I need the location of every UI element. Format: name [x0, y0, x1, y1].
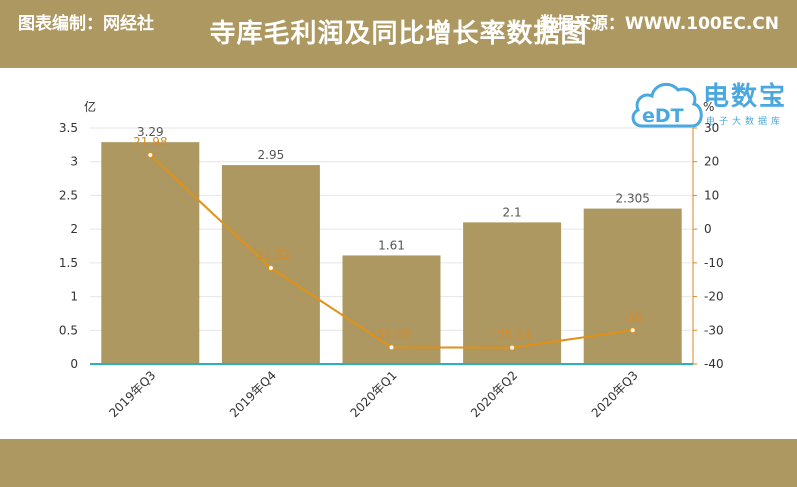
y-tick-label: 0.5 — [59, 323, 78, 337]
bar — [583, 208, 682, 364]
data-labels: 3.29 2.95 1.61 2.1 2.305 21.98 -11.52 -35.08 -35… — [133, 125, 650, 341]
right-unit-label: % — [703, 100, 714, 114]
y-tick-label: 1.5 — [59, 256, 78, 270]
y2-tick-label: 0 — [704, 222, 712, 236]
bar-value-label: 2.1 — [503, 205, 522, 219]
left-unit-label: 亿 — [84, 99, 96, 114]
x-tick-label: 2019年Q3 — [106, 368, 158, 420]
line-point — [147, 152, 154, 159]
y2-tick-label: -30 — [704, 323, 724, 337]
bar-value-label: 3.29 — [137, 125, 164, 139]
bar-value-label: 2.95 — [258, 148, 285, 162]
x-tick-label: 2020年Q2 — [468, 368, 520, 420]
header-bar — [0, 0, 797, 68]
logo: eDT 电数宝 电子大数据库 — [628, 74, 793, 136]
bar-value-label: 1.61 — [378, 238, 405, 252]
y-tick-label: 1 — [70, 290, 78, 304]
line-value-label: -11.52 — [252, 248, 291, 262]
growth-line — [147, 152, 636, 351]
cloud-logo-icon: eDT — [631, 82, 703, 128]
y2-tick-label: -20 — [704, 290, 724, 304]
line-point — [629, 327, 636, 334]
chart-title: 寺库毛利润及同比增长率数据图 — [209, 19, 588, 49]
bar — [221, 165, 320, 364]
x-tick-label: 2020年Q3 — [589, 368, 641, 420]
bar-value-label: 2.305 — [616, 192, 650, 206]
y-tick-label: 3 — [70, 155, 78, 169]
bars — [101, 142, 682, 364]
line-value-label: -35.14 — [493, 328, 532, 342]
line-point — [267, 264, 274, 271]
x-tick-label: 2019年Q4 — [227, 368, 279, 420]
line-point — [388, 344, 395, 351]
line-point — [509, 344, 516, 351]
logo-sub-text: 电子大数据库 — [706, 117, 785, 127]
y-tick-label: 2 — [70, 222, 78, 236]
y2-tick-label: -40 — [704, 357, 724, 371]
footer-source-right: 数据来源：WWW.100EC.CN — [539, 14, 779, 34]
y-tick-label: 3.5 — [59, 121, 78, 135]
line-value-label: 21.98 — [133, 135, 167, 149]
footer-bar — [0, 439, 797, 487]
bar — [101, 142, 200, 364]
line-value-label: -35.08 — [372, 327, 411, 341]
line-value-label: -30 — [623, 310, 643, 324]
footer-source-left: 图表编制：网经社 — [18, 14, 154, 34]
y2-tick-label: 10 — [704, 188, 719, 202]
y-tick-label: 0 — [70, 357, 78, 371]
x-tick-label: 2020年Q1 — [348, 368, 400, 420]
logo-cloud-text: eDT — [642, 105, 684, 127]
bar — [463, 222, 562, 364]
y2-tick-label: -10 — [704, 256, 724, 270]
y2-tick-label: 30 — [704, 121, 719, 135]
y2-tick-label: 20 — [704, 155, 719, 169]
logo-main-text: 电数宝 — [703, 82, 788, 112]
y-tick-label: 2.5 — [59, 188, 78, 202]
